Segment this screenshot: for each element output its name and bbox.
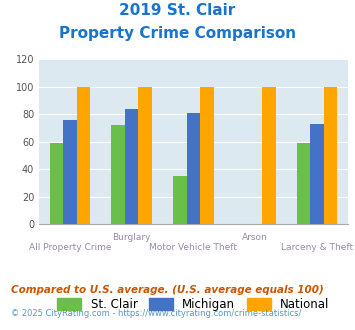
Bar (173, 176, 187, 224)
Bar (187, 113, 200, 224)
Text: © 2025 CityRating.com - https://www.cityrating.com/crime-statistics/: © 2025 CityRating.com - https://www.city… (11, 309, 301, 317)
Text: All Property Crime: All Property Crime (29, 243, 111, 251)
Text: Larceny & Theft: Larceny & Theft (281, 243, 353, 251)
Bar (200, 87, 214, 224)
Legend: St. Clair, Michigan, National: St. Clair, Michigan, National (53, 293, 334, 315)
Text: 2019 St. Clair: 2019 St. Clair (119, 3, 236, 18)
Bar (138, 87, 152, 224)
Text: Compared to U.S. average. (U.S. average equals 100): Compared to U.S. average. (U.S. average … (11, 285, 323, 295)
Bar (297, 143, 310, 224)
Text: Burglary: Burglary (113, 233, 151, 242)
Bar (262, 87, 275, 224)
Bar (310, 124, 324, 224)
Text: Property Crime Comparison: Property Crime Comparison (59, 26, 296, 41)
Text: Arson: Arson (242, 233, 268, 242)
Bar (324, 87, 337, 224)
Bar (111, 125, 125, 224)
Text: Motor Vehicle Theft: Motor Vehicle Theft (149, 243, 237, 251)
Bar (125, 109, 138, 224)
Bar (63, 120, 77, 224)
Bar (77, 87, 90, 224)
Bar (50, 143, 63, 224)
